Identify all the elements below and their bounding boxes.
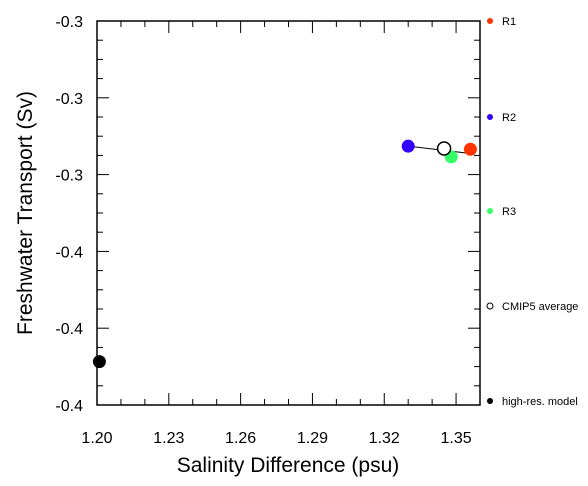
- legend-label: R1: [502, 16, 516, 28]
- legend-label: CMIP5 average: [502, 301, 578, 313]
- x-axis-title: Salinity Difference (psu): [177, 454, 400, 477]
- y-tick-label: -0.4: [55, 321, 83, 338]
- plot-frame: [96, 20, 481, 406]
- legend-label: R2: [502, 112, 516, 124]
- legend-marker: [487, 18, 493, 24]
- data-point-high-res-model: [92, 355, 106, 369]
- x-tick-label: 1.32: [369, 430, 400, 447]
- y-tick-label: -0.4: [55, 398, 83, 415]
- legend-marker: [486, 302, 494, 310]
- y-tick-label: -0.3: [55, 168, 83, 185]
- x-tick-label: 1.26: [225, 430, 256, 447]
- y-tick-label: -0.4: [55, 244, 83, 261]
- legend-marker: [487, 114, 493, 120]
- legend-label: high-res. model: [502, 396, 578, 408]
- y-tick-label: -0.3: [55, 91, 83, 108]
- legend-marker: [487, 208, 493, 214]
- data-point-cmip5-average: [436, 141, 452, 156]
- legend: R1 R2 R3 CMIP5 average high-res. model: [486, 16, 578, 408]
- y-axis-title: Freshwater Transport (Sv): [14, 91, 37, 335]
- axis-ticks: [96, 20, 481, 406]
- x-tick-label: 1.29: [297, 430, 328, 447]
- x-tick-label: 1.35: [440, 430, 471, 447]
- x-tick-label: 1.20: [81, 430, 112, 447]
- x-tick-labels: 1.20 1.23 1.26 1.29 1.32 1.35: [81, 430, 471, 447]
- y-tick-labels: -0.3 -0.3 -0.3 -0.4 -0.4 -0.4: [55, 14, 83, 415]
- data-point-r2: [401, 139, 415, 153]
- x-tick-label: 1.23: [153, 430, 184, 447]
- legend-label: R3: [502, 206, 516, 218]
- y-tick-label: -0.3: [55, 14, 83, 31]
- data-point-r1: [463, 142, 477, 156]
- data-points: [92, 139, 477, 369]
- legend-marker: [487, 398, 493, 404]
